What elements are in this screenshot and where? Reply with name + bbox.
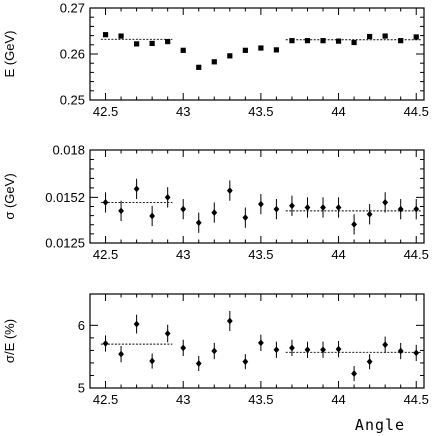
data-point — [164, 193, 171, 201]
data-point — [226, 317, 233, 325]
x-tick-label: 43.5 — [248, 247, 273, 262]
data-point — [102, 32, 109, 38]
x-tick-label: 42.5 — [93, 247, 118, 262]
data-point — [289, 344, 295, 352]
data-point — [149, 40, 155, 47]
data-point — [258, 45, 264, 51]
y-tick-label: 5 — [78, 381, 85, 396]
data-point — [320, 204, 326, 211]
x-tick-label: 44 — [331, 104, 345, 119]
x-tick-label: 43.5 — [248, 104, 273, 119]
data-point — [304, 346, 311, 354]
x-tick-label: 43 — [176, 247, 190, 262]
data-point — [211, 209, 218, 216]
data-point — [196, 64, 202, 70]
data-point — [397, 347, 404, 355]
x-tick-label: 42.5 — [93, 104, 118, 119]
data-point — [102, 340, 109, 347]
data-point — [164, 330, 171, 337]
x-tick-label: 43.5 — [248, 392, 273, 407]
data-point — [398, 38, 404, 44]
x-tick-label: 44.5 — [404, 104, 429, 119]
data-point — [413, 349, 420, 357]
panel-2: 42.5 43 43.5 44 44.5 0.0125 0.0152 0.018 σ (GeV) — [2, 143, 429, 263]
data-point — [133, 185, 140, 193]
x-tick-label: 44.5 — [404, 247, 429, 262]
y-tick-label: 0.26 — [60, 47, 85, 62]
data-point — [257, 200, 264, 208]
data-point — [165, 38, 171, 45]
data-point — [242, 47, 248, 53]
data-point — [118, 350, 124, 358]
data-point — [257, 339, 264, 347]
data-point — [289, 202, 295, 210]
data-point — [180, 47, 186, 53]
y-tick-label: 6 — [78, 318, 85, 333]
data-point — [382, 33, 388, 39]
data-point — [367, 33, 373, 40]
data-point — [413, 205, 420, 213]
x-tick-label: 44 — [331, 392, 345, 407]
data-point — [382, 341, 389, 349]
data-point — [211, 59, 217, 65]
x-axis-label: Angle — [355, 416, 405, 434]
plot-frame — [89, 7, 425, 101]
data-point — [118, 33, 124, 39]
y-tick-label: 0.0125 — [45, 236, 85, 251]
data-point — [133, 320, 140, 328]
data-point — [335, 345, 342, 353]
y-tick-label: 0.25 — [60, 93, 85, 108]
data-point — [149, 212, 156, 220]
data-point — [289, 38, 295, 44]
x-tick-label: 44.5 — [404, 392, 429, 407]
data-point — [320, 38, 326, 44]
data-point — [226, 187, 233, 194]
data-point — [273, 346, 280, 354]
data-point — [335, 38, 342, 44]
data-point — [320, 346, 326, 354]
y-axis-label: σ (GeV) — [2, 173, 17, 219]
data-point — [195, 360, 202, 367]
panel-1: 42.5 43 43.5 44 44.5 0.25 0.26 0.27 E (GeV) — [2, 1, 429, 120]
x-tick-label: 43 — [176, 392, 190, 407]
data-point — [102, 199, 109, 206]
data-point — [227, 53, 233, 59]
data-point — [366, 358, 373, 366]
data-point — [351, 221, 357, 228]
y-tick-label: 0.0152 — [45, 190, 85, 205]
data-point — [211, 347, 218, 355]
data-point — [351, 39, 357, 46]
data-point — [382, 199, 389, 206]
data-point — [351, 370, 357, 377]
x-tick-label: 42.5 — [93, 392, 118, 407]
data-point — [335, 204, 342, 211]
plot-frame — [89, 149, 425, 244]
data-point — [273, 47, 280, 53]
data-point — [180, 205, 187, 213]
x-tick-label: 43 — [176, 104, 190, 119]
data-point — [134, 41, 140, 47]
data-point — [304, 204, 311, 211]
y-tick-label: 0.018 — [52, 143, 85, 158]
data-point — [242, 358, 249, 366]
data-point — [397, 205, 404, 213]
data-point — [118, 207, 124, 215]
x-tick-label: 44 — [331, 247, 345, 262]
y-tick-label: 0.27 — [60, 1, 85, 16]
data-point — [180, 344, 187, 352]
data-point — [304, 38, 311, 44]
y-axis-label: σ/E (%) — [2, 319, 17, 363]
y-axis-label: E (GeV) — [2, 31, 17, 78]
data-point — [413, 34, 419, 40]
data-point — [149, 357, 156, 365]
data-point — [242, 214, 249, 222]
panel-3: 42.5 43 43.5 44 44.5 5 6 σ/E (%) Angle — [2, 293, 429, 434]
data-point — [273, 205, 280, 213]
data-point — [195, 219, 202, 227]
data-point — [366, 210, 373, 218]
plot-frame — [89, 293, 425, 389]
